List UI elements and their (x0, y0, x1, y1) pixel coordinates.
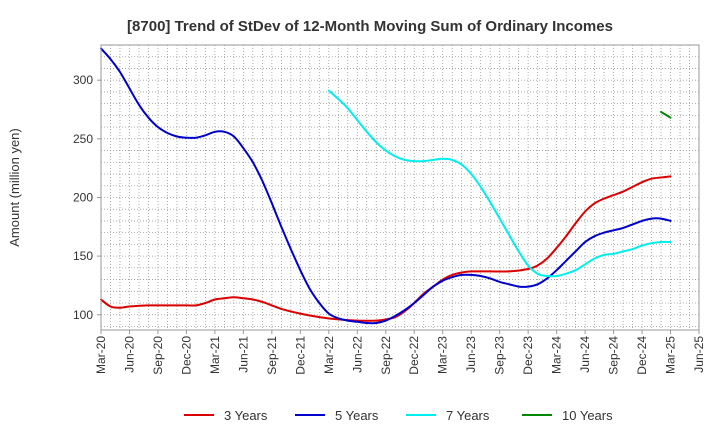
legend-label-7-years: 7 Years (446, 408, 490, 423)
x-tick-label: Dec-22 (407, 336, 421, 375)
chart-title: [8700] Trend of StDev of 12-Month Moving… (127, 18, 613, 35)
x-tick-label: Sep-23 (493, 336, 507, 375)
y-tick-label: 300 (73, 73, 93, 87)
series-line-5-years (100, 47, 672, 325)
series-lines (100, 47, 672, 325)
legend-label-10-years: 10 Years (562, 408, 613, 423)
plot-frame (100, 44, 700, 331)
x-tick-label: Mar-22 (322, 336, 336, 374)
series-line-10-years (660, 110, 672, 119)
y-tick-label: 150 (73, 249, 93, 263)
x-tick-label: Mar-25 (664, 336, 678, 374)
x-tick-label: Sep-20 (151, 336, 165, 375)
axes: 100 150 200 250 300 Mar-20 Jun-20 Sep-20 Dec-20 M… (73, 73, 706, 375)
y-tick-label: 100 (73, 308, 93, 322)
x-tick-label: Sep-21 (265, 336, 279, 375)
series-line-7-years (327, 89, 672, 278)
x-tick-label: Jun-23 (464, 336, 478, 373)
legend-label-5-years: 5 Years (335, 408, 379, 423)
x-tick-label: Jun-22 (350, 336, 364, 373)
x-tick-label: Dec-24 (635, 336, 649, 375)
x-tick-label: Sep-24 (607, 336, 621, 375)
x-tick-label: Mar-21 (208, 336, 222, 374)
legend: 3 Years 5 Years 7 Years 10 Years (184, 408, 613, 423)
y-tick-label: 250 (73, 132, 93, 146)
grid (101, 45, 699, 330)
x-tick-label: Dec-20 (179, 336, 193, 375)
x-tick-label: Sep-22 (379, 336, 393, 375)
legend-label-3-years: 3 Years (224, 408, 268, 423)
x-tick-label: Mar-23 (436, 336, 450, 374)
y-axis-label: Amount (million yen) (7, 128, 22, 247)
x-tick-label: Jun-24 (578, 336, 592, 373)
x-tick-label: Jun-25 (692, 336, 706, 373)
x-tick-label: Mar-20 (94, 336, 108, 374)
x-tick-label: Jun-21 (236, 336, 250, 373)
x-tick-label: Mar-24 (550, 336, 564, 374)
x-tick-label: Dec-21 (293, 336, 307, 375)
y-tick-label: 200 (73, 190, 93, 204)
x-tick-label: Jun-20 (122, 336, 136, 373)
x-tick-label: Dec-23 (521, 336, 535, 375)
